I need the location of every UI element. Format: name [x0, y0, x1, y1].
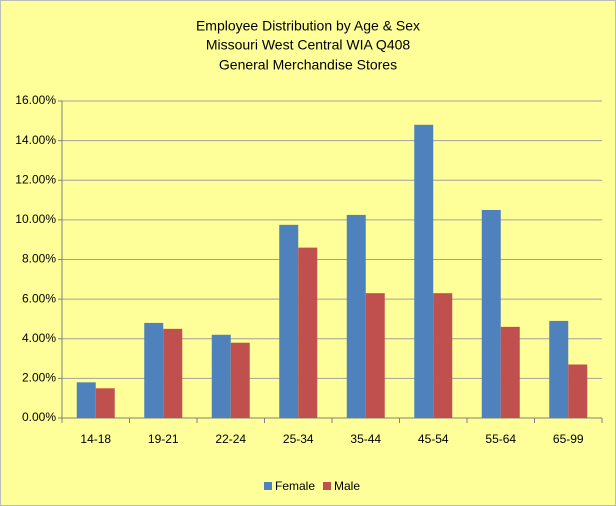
bar — [549, 320, 569, 418]
x-tick-label: 25-34 — [283, 432, 314, 446]
x-tick-label: 19-21 — [148, 432, 179, 446]
y-tick-label: 4.00% — [22, 331, 56, 345]
bar — [433, 293, 453, 418]
y-tick-label: 2.00% — [22, 371, 56, 385]
chart-title: General Merchandise Stores — [219, 57, 397, 73]
y-tick-label: 10.00% — [15, 212, 56, 226]
bar — [230, 342, 250, 418]
y-tick-label: 0.00% — [22, 410, 56, 424]
bar — [568, 364, 588, 418]
y-tick-label: 6.00% — [22, 291, 56, 305]
chart-title: Missouri West Central WIA Q408 — [206, 37, 411, 53]
legend-swatch — [323, 482, 332, 490]
bar — [414, 124, 434, 419]
x-tick-label: 65-99 — [553, 432, 584, 446]
bar — [95, 388, 115, 418]
bar — [144, 322, 164, 418]
chart-title: Employee Distribution by Age & Sex — [196, 18, 420, 34]
x-tick-label: 45-54 — [418, 432, 449, 446]
bar — [211, 334, 231, 418]
x-tick-label: 14-18 — [80, 432, 111, 446]
bar — [346, 214, 366, 418]
legend-label: Male — [334, 479, 360, 493]
bar — [76, 382, 96, 418]
y-tick-label: 14.00% — [15, 133, 56, 147]
x-tick-label: 22-24 — [215, 432, 246, 446]
bar — [298, 247, 318, 418]
legend-swatch — [264, 482, 272, 490]
bar — [279, 224, 299, 418]
bar — [481, 209, 501, 418]
bar — [500, 326, 520, 418]
bar — [365, 293, 385, 418]
y-tick-label: 16.00% — [15, 93, 56, 107]
bar — [163, 328, 183, 418]
y-tick-label: 12.00% — [15, 172, 56, 186]
x-tick-label: 55-64 — [485, 432, 516, 446]
x-tick-label: 35-44 — [350, 432, 381, 446]
y-tick-label: 8.00% — [22, 252, 56, 266]
legend-label: Female — [275, 479, 315, 493]
